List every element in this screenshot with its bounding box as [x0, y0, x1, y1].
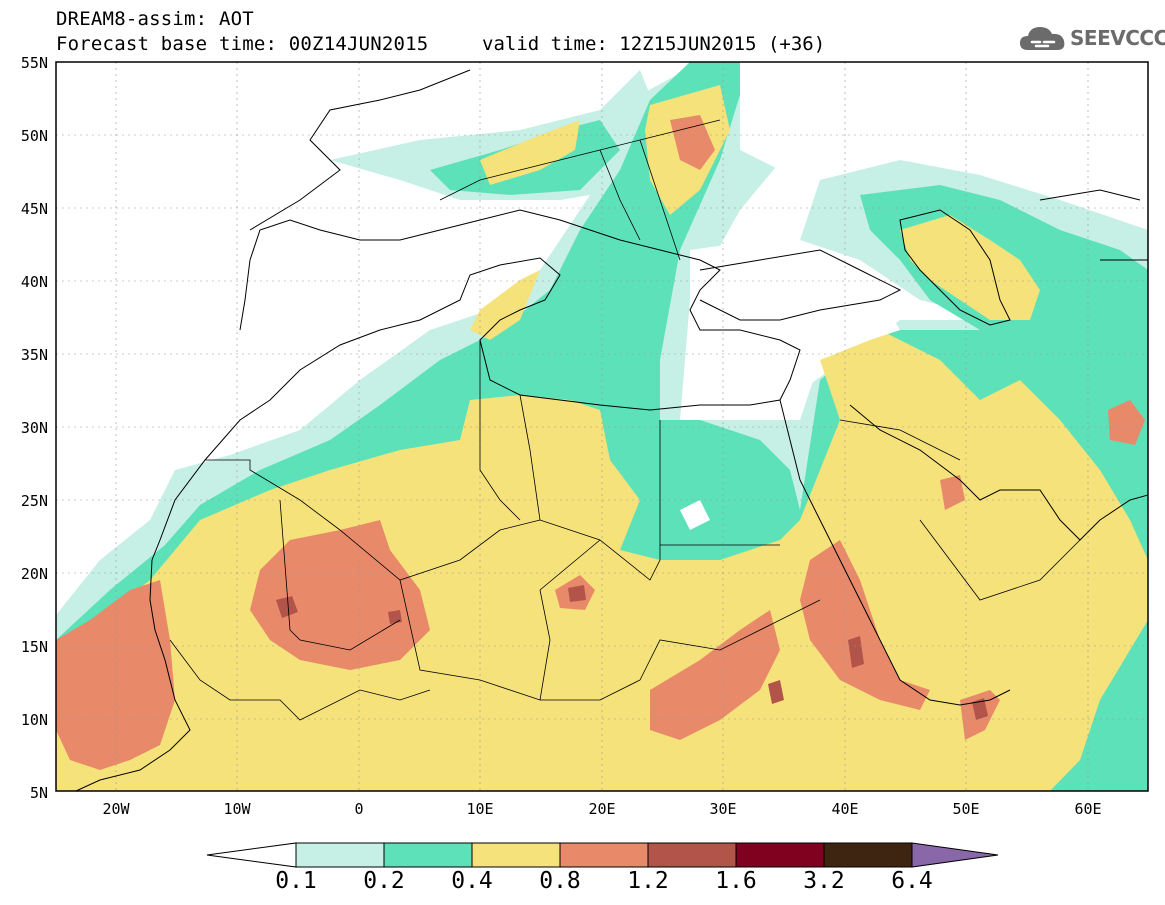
colorbar-segment-3 [471, 842, 561, 868]
coastlines [75, 69, 1148, 791]
lat-label: 35N [20, 346, 48, 364]
colorbar-segment-below [206, 842, 297, 868]
lat-label: 55N [20, 54, 48, 72]
colorbar-segment-4 [559, 842, 649, 868]
valid-time: valid time: 12Z15JUN2015 (+36) [482, 33, 826, 55]
lon-label: 20E [588, 800, 616, 818]
lon-label: 10W [223, 800, 251, 818]
graticule [56, 62, 1148, 791]
lon-label: 40E [831, 800, 859, 818]
forecast-base-time: Forecast base time: 00Z14JUN2015 [56, 33, 429, 55]
lon-label: 60E [1074, 800, 1102, 818]
map-frame [55, 61, 1149, 792]
colorbar-segment-1 [295, 842, 385, 868]
aot-level-4 [56, 115, 1145, 770]
colorbar-label: 0.2 [363, 868, 405, 894]
lat-label: 5N [29, 784, 48, 802]
lat-label: 10N [20, 711, 48, 729]
colorbar-segment-above [911, 842, 999, 868]
colorbar-label: 0.8 [539, 868, 581, 894]
lon-label: 20W [102, 800, 130, 818]
lon-label: 0 [354, 800, 364, 818]
colorbar-label: 0.1 [275, 868, 317, 894]
lat-label: 40N [20, 273, 48, 291]
lat-label: 30N [20, 419, 48, 437]
logo-text: SEEVCCC [1070, 26, 1165, 50]
country-borders [169, 119, 1081, 721]
lat-label: 45N [20, 200, 48, 218]
colorbar-segment-5 [647, 842, 737, 868]
lat-label: 20N [20, 565, 48, 583]
lat-label: 25N [20, 492, 48, 510]
colorbar-segment-7 [823, 842, 913, 868]
lon-label: 30E [709, 800, 737, 818]
colorbar-label: 1.2 [627, 868, 669, 894]
low-aot-areas [56, 62, 1148, 530]
colorbar [206, 842, 999, 868]
map-title: DREAM8-assim: AOT [56, 8, 254, 30]
seevccc-logo: SEEVCCC [1018, 22, 1165, 56]
colorbar-segment-6 [735, 842, 825, 868]
lat-label: 50N [20, 127, 48, 145]
lon-label: 10E [466, 800, 494, 818]
colorbar-label: 0.4 [451, 868, 493, 894]
colorbar-label: 1.6 [715, 868, 757, 894]
lon-label: 50E [952, 800, 980, 818]
colorbar-label: 6.4 [891, 868, 933, 894]
lat-label: 15N [20, 638, 48, 656]
cloud-icon [1020, 27, 1065, 50]
aot-level-5 [276, 585, 988, 720]
colorbar-segment-2 [383, 842, 473, 868]
colorbar-label: 3.2 [803, 868, 845, 894]
